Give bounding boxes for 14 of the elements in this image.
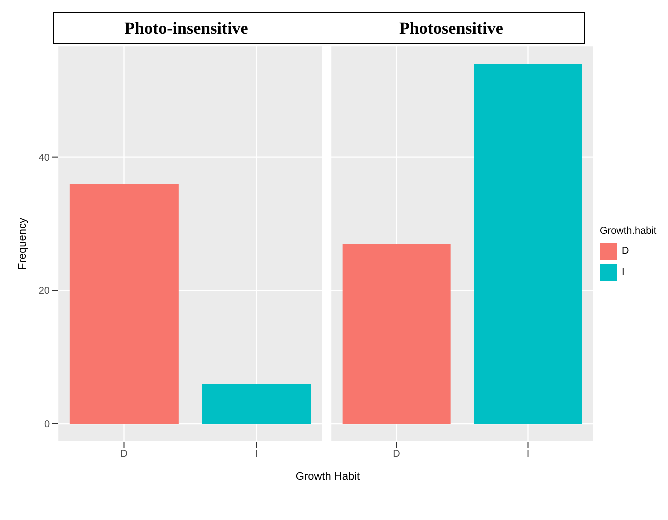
x-tick-label: D <box>393 449 400 460</box>
chart-title: Photo-insensitive <box>124 18 250 40</box>
y-tick-label: 20 <box>38 286 50 298</box>
legend-title: Growth.habit <box>600 226 657 237</box>
chart-title: Photosensitive <box>398 18 504 40</box>
y-axis-title: Frequency <box>16 218 29 270</box>
legend-label: D <box>622 246 630 257</box>
x-axis-title: Growth Habit <box>294 471 362 483</box>
y-tick-label: 40 <box>38 152 50 164</box>
legend-label: I <box>622 267 625 278</box>
x-tick-label: D <box>120 449 128 460</box>
x-tick-label: I <box>526 449 530 460</box>
x-tick-label: I <box>255 449 258 460</box>
y-tick-label: 0 <box>44 420 50 431</box>
